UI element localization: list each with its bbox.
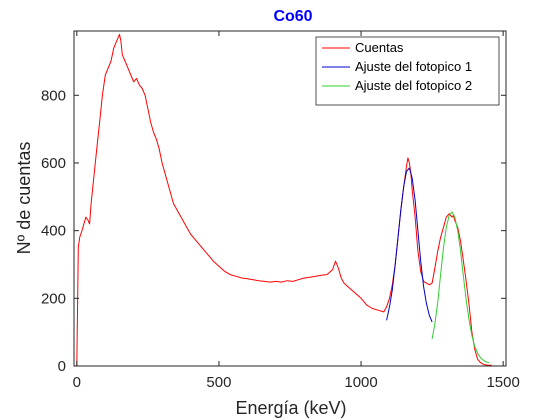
series-layer: [76, 33, 492, 367]
y-tick-label: 400: [41, 223, 66, 240]
y-tick-label: 800: [41, 87, 66, 104]
legend-label: Ajuste del fotopico 2: [355, 78, 472, 93]
y-tick-label: 200: [41, 290, 66, 307]
series-line-fit2: [431, 211, 490, 364]
y-tick-label: 600: [41, 155, 66, 172]
legend-label: Ajuste del fotopico 1: [355, 59, 472, 74]
x-tick-label: 1000: [344, 374, 377, 391]
x-tick-label: 500: [206, 374, 231, 391]
x-tick-label: 0: [73, 374, 81, 391]
y-tick-label: 0: [58, 358, 66, 375]
x-axis-title: Energía (keV): [235, 398, 346, 418]
plot-frame: [73, 30, 507, 367]
chart-title: Co60: [273, 8, 312, 25]
series-line-cuentas: [76, 33, 492, 367]
y-axis-title: Nº de cuentas: [14, 142, 34, 255]
legend-label: Cuentas: [355, 40, 404, 55]
x-tick-label: 1500: [486, 374, 519, 391]
ticks-layer: 0 500 1000 1500 0 200 400 600 800: [41, 31, 520, 391]
series-line-fit1: [386, 167, 433, 323]
legend: Cuentas Ajuste del fotopico 1 Ajuste del f…: [315, 36, 500, 106]
